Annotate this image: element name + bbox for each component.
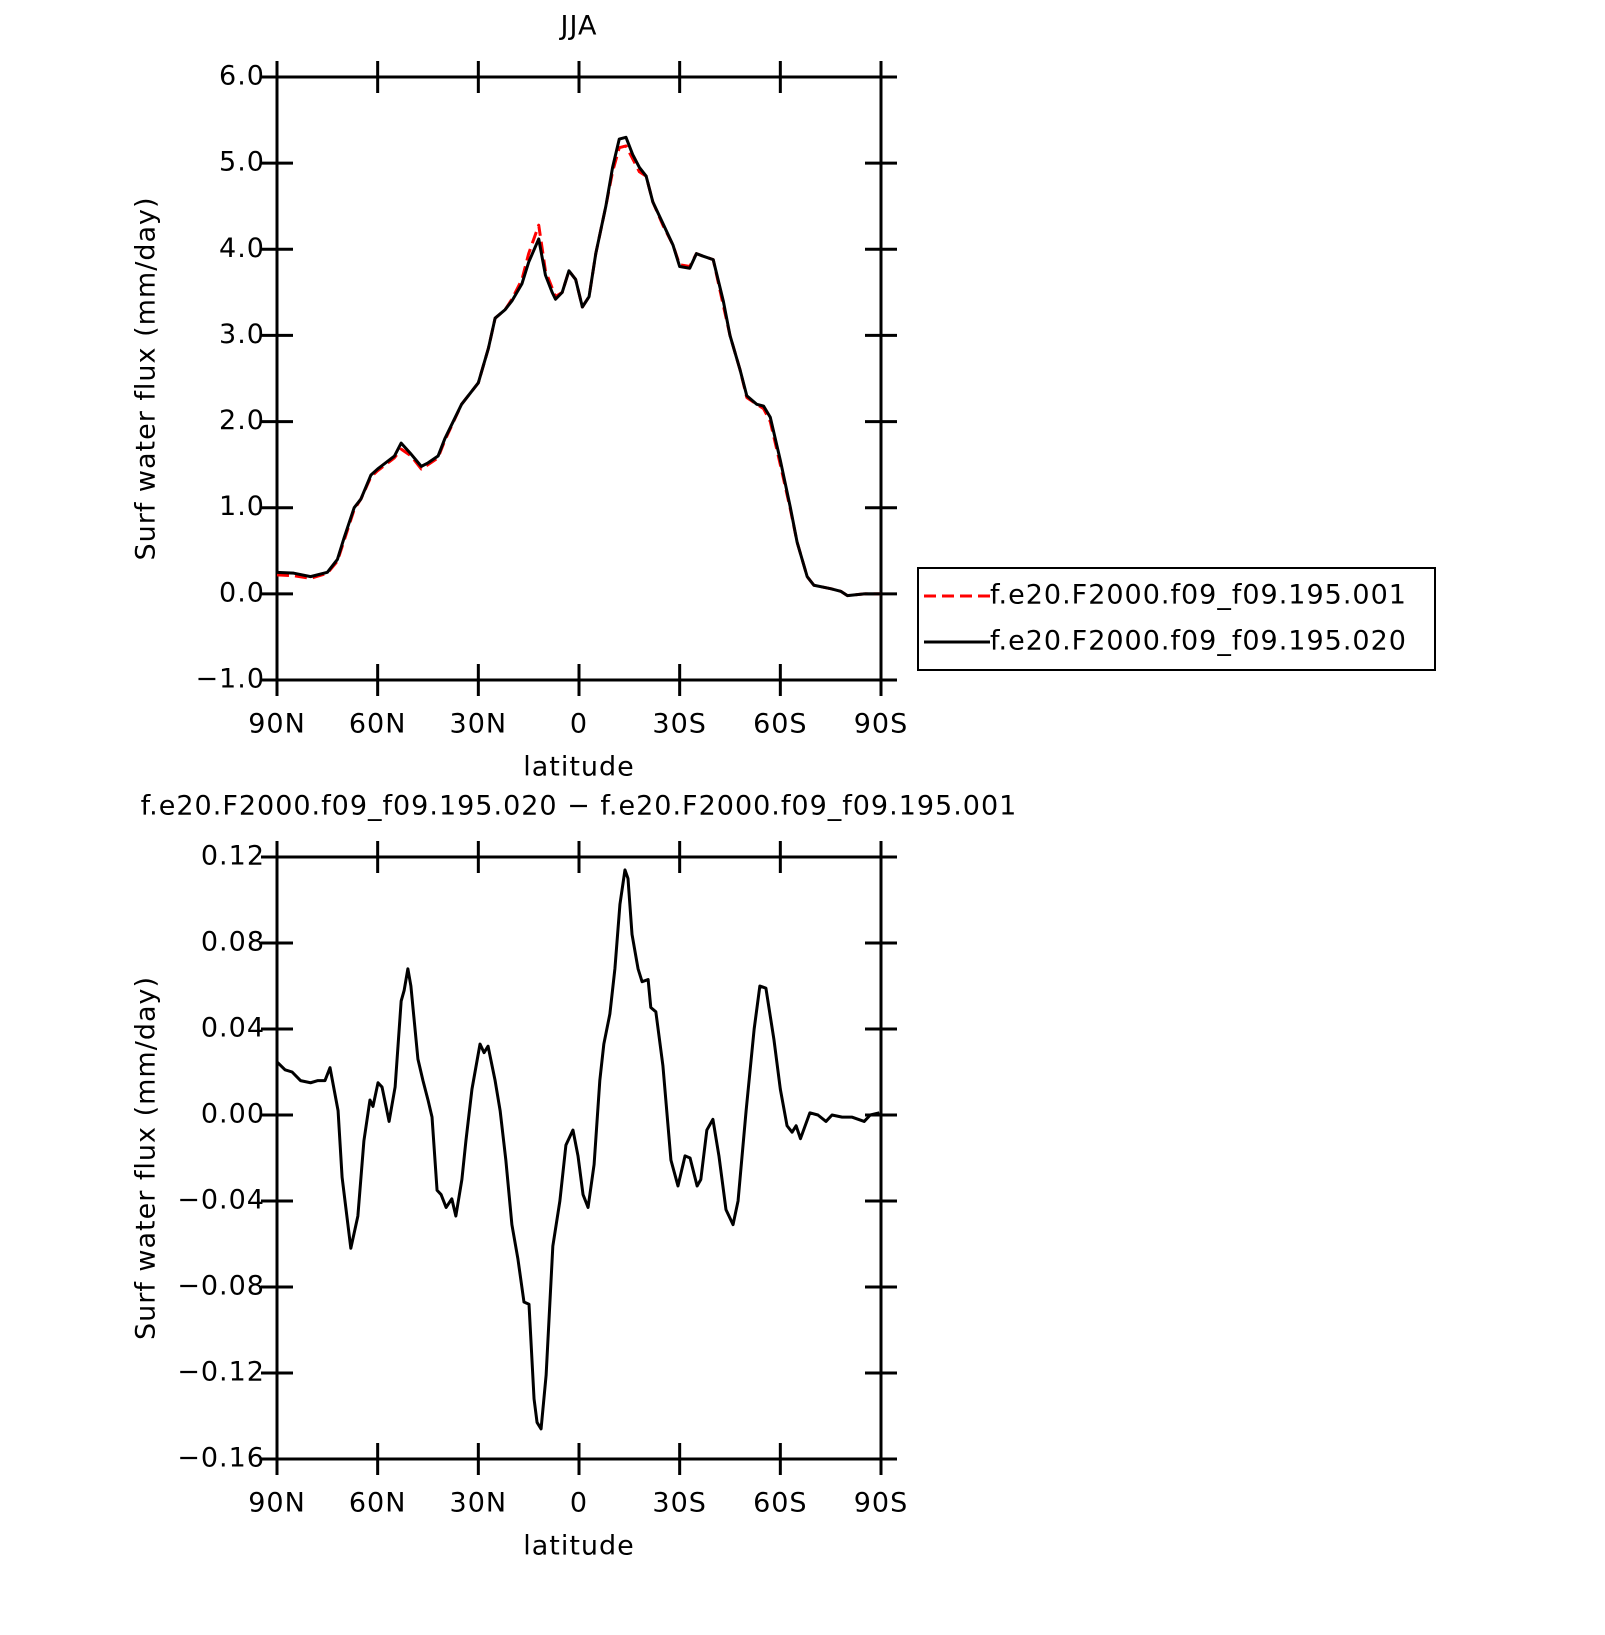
y-tick-label: 0.12	[201, 841, 265, 872]
plot-frame	[275, 75, 883, 682]
y-tick-label: −0.08	[177, 1271, 265, 1302]
y-tick-label: 2.0	[219, 405, 265, 436]
x-tick-label: 60S	[753, 1488, 808, 1519]
x-tick-label: 30S	[652, 1488, 707, 1519]
x-tick-label: 30S	[652, 709, 707, 740]
data-line	[276, 144, 881, 598]
chart: f.e20.F2000.f09_f09.195.020 − f.e20.F200…	[131, 791, 1018, 1562]
legend-label: f.e20.F2000.f09_f09.195.020	[990, 626, 1407, 657]
chart-title: JJA	[559, 11, 598, 42]
y-tick-label: 0.00	[201, 1099, 265, 1130]
y-tick-label: 1.0	[219, 491, 265, 522]
y-axis-label: Surf water flux (mm/day)	[131, 196, 162, 560]
legend-box	[917, 567, 1436, 671]
y-tick-label: −1.0	[195, 664, 265, 695]
y-tick-label: 5.0	[219, 147, 265, 178]
x-tick-label: 0	[570, 709, 588, 740]
plot-frame	[275, 855, 883, 1461]
y-tick-label: 0.0	[219, 577, 265, 608]
chart: JJA latitude Surf water flux (mm/day) −1.0 0…	[131, 11, 1436, 783]
x-tick-label: 0	[570, 1488, 588, 1519]
y-tick-label: 0.04	[201, 1013, 265, 1044]
x-tick-label: 90N	[248, 709, 306, 740]
y-tick-label: −0.16	[177, 1443, 265, 1474]
y-tick-label: 0.08	[201, 927, 265, 958]
x-tick-label: 60N	[349, 1488, 407, 1519]
y-tick-label: 3.0	[219, 319, 265, 350]
x-tick-label: 90S	[854, 709, 909, 740]
y-tick-label: 6.0	[219, 61, 265, 92]
data-line	[276, 135, 881, 598]
y-tick-label: −0.04	[177, 1185, 265, 1216]
legend: f.e20.F2000.f09_f09.195.001 f.e20.F2000.f…	[917, 567, 1436, 671]
y-tick-label: −0.12	[177, 1357, 265, 1388]
x-axis-label: latitude	[523, 752, 635, 783]
x-tick-label: 30N	[450, 709, 508, 740]
legend-label: f.e20.F2000.f09_f09.195.001	[990, 580, 1407, 611]
x-tick-label: 60N	[349, 709, 407, 740]
x-tick-label: 60S	[753, 709, 808, 740]
x-tick-label: 30N	[450, 1488, 508, 1519]
chart-title: f.e20.F2000.f09_f09.195.020 − f.e20.F200…	[141, 791, 1018, 822]
data-line	[275, 868, 880, 1431]
x-tick-label: 90N	[248, 1488, 306, 1519]
x-axis-label: latitude	[523, 1531, 635, 1562]
y-tick-label: 4.0	[219, 233, 265, 264]
x-tick-label: 90S	[854, 1488, 909, 1519]
y-axis-label: Surf water flux (mm/day)	[131, 976, 162, 1340]
